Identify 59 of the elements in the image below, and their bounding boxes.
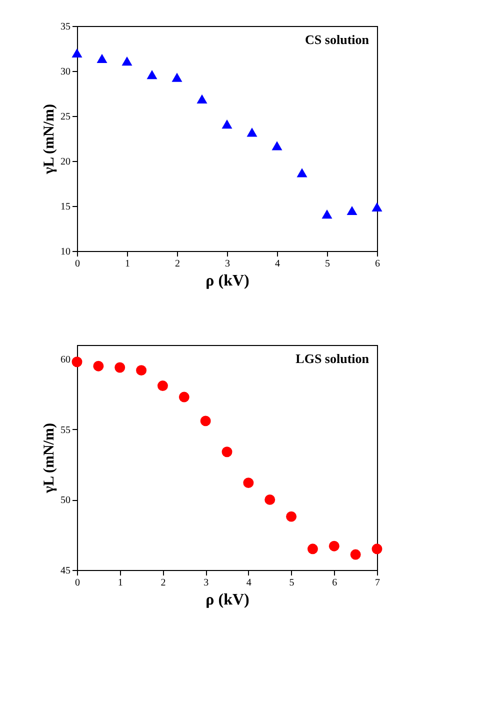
point: [328, 540, 340, 552]
point: [286, 511, 297, 522]
y-tick-label: 25: [60, 112, 70, 122]
point: [222, 446, 232, 458]
point: [322, 210, 332, 219]
x-axis-title: ρ (kV): [206, 272, 250, 290]
point: [350, 549, 361, 560]
y-axis-title: γL (mN/m): [42, 423, 58, 494]
x-axis-title: ρ (kV): [206, 592, 250, 608]
point: [246, 128, 258, 137]
y-tick-label: 20: [60, 156, 70, 168]
point: [222, 120, 232, 129]
point: [307, 544, 318, 554]
point: [243, 478, 254, 488]
y-tick-label: 55: [60, 424, 70, 436]
y-tick-label: 60: [60, 354, 70, 366]
point: [93, 360, 104, 372]
x-tick-label: 5: [289, 578, 294, 588]
annotation: LGS solution: [296, 351, 370, 366]
x-tick-label: 2: [175, 258, 180, 270]
x-tick-label: 6: [375, 258, 380, 270]
point: [372, 202, 382, 212]
x-tick-label: 0: [75, 258, 80, 270]
y-tick-label: 15: [60, 202, 70, 212]
point: [72, 356, 82, 368]
x-tick-label: 5: [325, 258, 330, 270]
point: [136, 365, 147, 376]
point: [114, 362, 126, 373]
point: [264, 494, 276, 505]
y-tick-label: 35: [60, 22, 70, 32]
point: [346, 206, 358, 216]
point: [296, 168, 308, 178]
x-tick-label: 3: [204, 578, 209, 588]
x-tick-label: 3: [225, 258, 230, 270]
point: [172, 72, 182, 82]
x-tick-label: 6: [332, 578, 338, 588]
point: [178, 392, 190, 402]
y-tick-label: 30: [60, 66, 70, 78]
y-tick-label: 45: [60, 566, 70, 576]
x-tick-label: 1: [118, 578, 123, 588]
point: [72, 48, 82, 58]
x-tick-label: 4: [246, 578, 252, 588]
x-tick-label: 4: [275, 258, 280, 270]
point: [96, 54, 108, 63]
x-tick-label: 1: [125, 258, 130, 270]
point: [272, 141, 282, 150]
point: [146, 70, 158, 80]
annotation: CS solution: [305, 32, 370, 47]
x-tick-label: 7: [375, 578, 380, 588]
point: [196, 94, 208, 104]
point: [122, 56, 132, 66]
y-axis-title: γL (mN/m): [42, 104, 58, 175]
point: [200, 416, 211, 426]
point: [157, 380, 168, 392]
point: [372, 544, 382, 554]
y-tick-label: 10: [60, 246, 70, 258]
x-tick-label: 2: [160, 578, 166, 588]
y-tick-label: 50: [60, 495, 70, 506]
x-tick-label: 0: [75, 578, 80, 588]
